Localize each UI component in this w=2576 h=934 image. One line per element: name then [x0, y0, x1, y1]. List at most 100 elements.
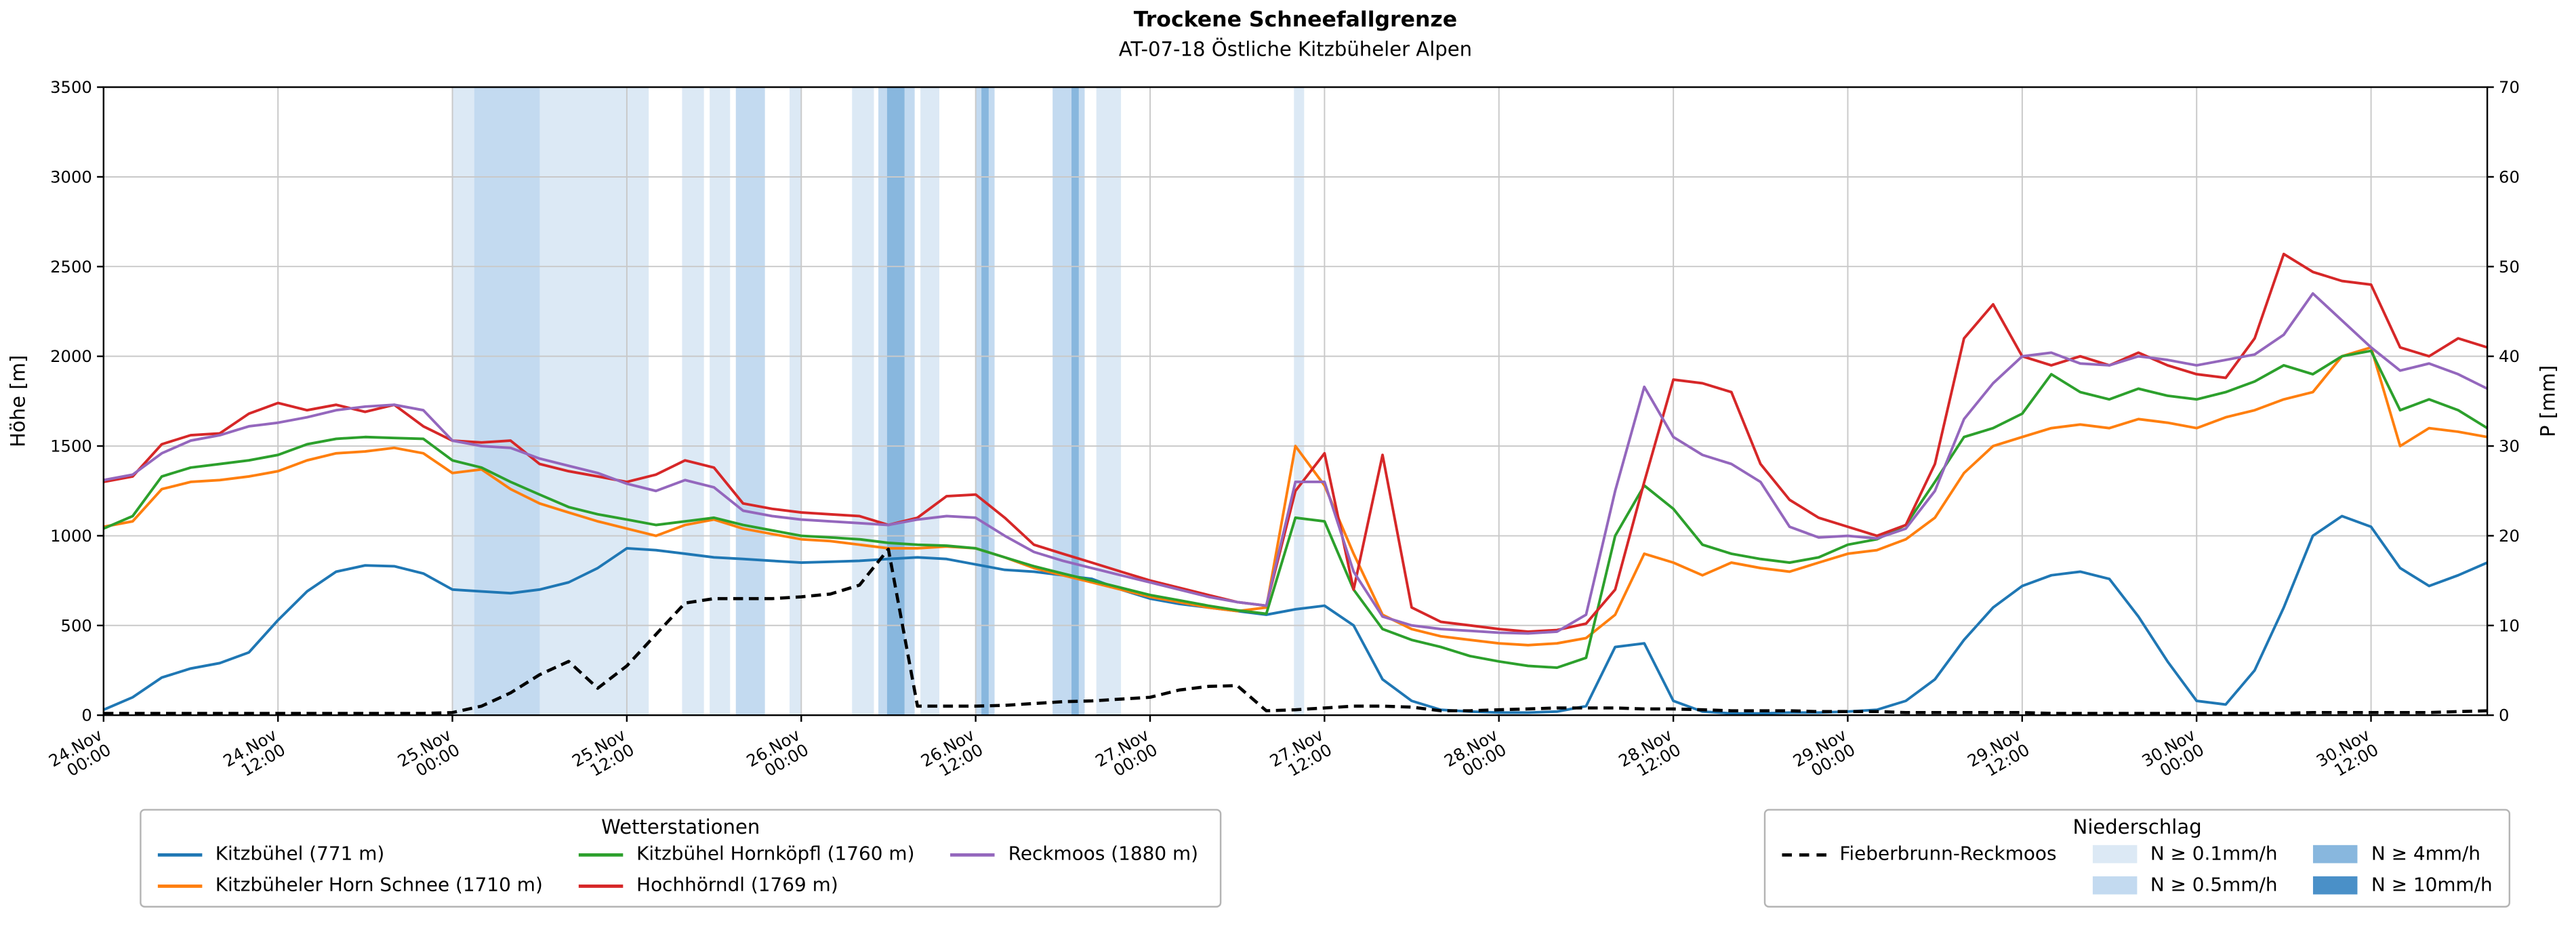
patch-sample — [2313, 845, 2358, 864]
series-line-3 — [103, 252, 2488, 633]
legend-niederschlag: Niederschlag Fieberbrunn-Reckmoos N ≥ 0.1… — [1763, 809, 2511, 908]
x-tick-label: 27.Nov12:00 — [1266, 725, 1335, 786]
legend-column: N ≥ 4mm/h N ≥ 10mm/h — [2313, 841, 2493, 897]
legend-label: N ≥ 0.1mm/h — [2150, 841, 2278, 865]
precip-band-level-3 — [1071, 87, 1079, 716]
legend-column: Kitzbühel Hornköpfl (1760 m) Hochhörndl (… — [579, 842, 914, 897]
dashed-line-sample — [1782, 852, 1826, 856]
legend-label: Kitzbühel (771 m) — [215, 841, 385, 865]
x-tick-label: 29.Nov12:00 — [1964, 725, 2033, 780]
legend-label: Fieberbrunn-Reckmoos — [1839, 841, 2057, 865]
x-tick-label: 24.Nov12:00 — [220, 725, 289, 786]
precip-band-level-1 — [710, 87, 731, 716]
y-tick-label-right: 50 — [2499, 257, 2520, 277]
precip-band-level-2 — [474, 87, 540, 716]
legend-entry: Kitzbühel (771 m) — [157, 841, 543, 865]
legend-entry: Kitzbühel Hornköpfl (1760 m) — [579, 842, 914, 865]
x-tick-label: 26.Nov12:00 — [918, 725, 987, 786]
x-tick-label: 24.Nov00:00 — [45, 725, 115, 786]
y-tick-label-left: 0 — [81, 706, 91, 725]
legend-stations-title: Wetterstationen — [601, 815, 760, 839]
patch-sample — [2313, 876, 2358, 895]
legend-entry: N ≥ 0.5mm/h — [2092, 873, 2278, 897]
legend-stations-entries: Kitzbühel (771 m) Kitzbüheler Horn Schnee… — [157, 841, 1204, 897]
svg-text:28.Nov00:00: 28.Nov00:00 — [1441, 725, 1510, 786]
precip-bands-layer — [452, 87, 1305, 716]
legend-precip-title: Niederschlag — [2072, 815, 2202, 839]
legend-entry: Kitzbüheler Horn Schnee (1710 m) — [157, 873, 543, 897]
chart-title: Trockene Schneefallgrenze — [1134, 7, 1457, 32]
svg-text:27.Nov00:00: 27.Nov00:00 — [1092, 725, 1161, 786]
legend-column: Kitzbühel (771 m) Kitzbüheler Horn Schnee… — [157, 841, 543, 897]
y-tick-label-right: 0 — [2499, 706, 2509, 725]
svg-text:27.Nov12:00: 27.Nov12:00 — [1266, 725, 1335, 786]
precip-band-level-3 — [886, 87, 905, 716]
y-tick-label-right: 60 — [2499, 167, 2520, 186]
y-tick-label-left: 3500 — [50, 77, 92, 97]
legend-label: N ≥ 4mm/h — [2371, 841, 2481, 865]
x-tick-label: 26.Nov00:00 — [743, 725, 812, 786]
legend-column: N ≥ 0.1mm/h N ≥ 0.5mm/h — [2092, 841, 2278, 897]
x-tick-label: 29.Nov00:00 — [1790, 725, 1859, 780]
series-line-1 — [103, 346, 2488, 647]
y-tick-label-right: 10 — [2499, 615, 2520, 635]
precip-band-level-3 — [981, 87, 989, 716]
x-tick-label: 28.Nov12:00 — [1615, 725, 1684, 786]
svg-text:25.Nov12:00: 25.Nov12:00 — [569, 725, 638, 786]
series-layer — [103, 252, 2489, 715]
legend-label: N ≥ 10mm/h — [2371, 873, 2493, 897]
svg-text:24.Nov00:00: 24.Nov00:00 — [45, 725, 115, 786]
patch-sample — [2092, 876, 2138, 895]
legend-entry: N ≥ 4mm/h — [2313, 841, 2493, 865]
y-axis-label-left: Höhe [m] — [6, 355, 29, 447]
legend-label: Reckmoos (1880 m) — [1008, 841, 1199, 865]
svg-text:28.Nov12:00: 28.Nov12:00 — [1615, 725, 1684, 786]
series-line-0 — [103, 514, 2488, 715]
legend-label: N ≥ 0.5mm/h — [2150, 873, 2278, 897]
precip-band-level-1 — [1294, 87, 1305, 716]
precip-band-level-1 — [682, 87, 704, 716]
precip-band-level-1 — [1096, 87, 1122, 716]
svg-text:24.Nov12:00: 24.Nov12:00 — [220, 725, 289, 786]
legend-column: Fieberbrunn-Reckmoos — [1782, 841, 2057, 865]
y-tick-label-left: 500 — [61, 615, 92, 635]
svg-text:25.Nov00:00: 25.Nov00:00 — [394, 725, 464, 786]
y-tick-label-right: 70 — [2499, 77, 2520, 97]
line-sample — [157, 852, 203, 856]
line-sample — [950, 852, 996, 856]
chart-subtitle: AT-07-18 Östliche Kitzbüheler Alpen — [1119, 37, 1472, 60]
x-tick-label: 30.Nov12:00 — [2313, 725, 2382, 786]
legend-column: Reckmoos (1880 m) — [950, 841, 1199, 865]
svg-text:26.Nov12:00: 26.Nov12:00 — [918, 725, 987, 786]
legend-label: Kitzbüheler Horn Schnee (1710 m) — [215, 873, 543, 897]
x-tick-label: 27.Nov00:00 — [1092, 725, 1161, 786]
legend-entry: Reckmoos (1880 m) — [950, 841, 1199, 865]
svg-text:30.Nov00:00: 30.Nov00:00 — [2138, 725, 2207, 786]
legend-precip-entries: Fieberbrunn-Reckmoos N ≥ 0.1mm/h N ≥ 0.5mm… — [1782, 841, 2493, 897]
precip-band-level-2 — [735, 87, 765, 716]
legend-entry: Fieberbrunn-Reckmoos — [1782, 841, 2057, 865]
y-tick-label-left: 2500 — [50, 257, 92, 277]
legend-label: Hochhörndl (1769 m) — [636, 873, 838, 897]
series-line-2 — [103, 349, 2489, 670]
legend-entry: N ≥ 10mm/h — [2313, 873, 2493, 897]
y-tick-label-left: 2000 — [50, 346, 92, 366]
y-tick-label-left: 3000 — [50, 167, 92, 186]
x-tick-label: 28.Nov00:00 — [1441, 725, 1510, 786]
precip-band-level-1 — [790, 87, 802, 716]
precip-band-level-2 — [1052, 87, 1085, 716]
x-tick-label: 30.Nov00:00 — [2138, 725, 2207, 786]
svg-text:30.Nov12:00: 30.Nov12:00 — [2313, 725, 2382, 786]
y-tick-label-right: 30 — [2499, 436, 2520, 456]
y-tick-label-left: 1500 — [50, 436, 92, 456]
x-tick-label: 25.Nov00:00 — [394, 725, 464, 786]
y-axis-label-right: P [mm] — [2537, 365, 2560, 437]
x-tick-label: 25.Nov12:00 — [569, 725, 638, 786]
legend-entry: N ≥ 0.1mm/h — [2092, 841, 2278, 865]
y-tick-label-right: 40 — [2499, 346, 2520, 366]
y-tick-label-right: 20 — [2499, 526, 2520, 546]
svg-text:26.Nov00:00: 26.Nov00:00 — [743, 725, 812, 786]
y-tick-label-left: 1000 — [50, 526, 92, 546]
